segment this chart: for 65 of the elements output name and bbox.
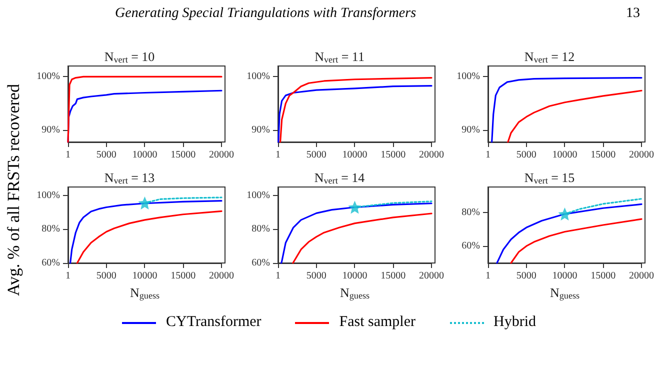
x-tick-label: 15000 [590, 270, 616, 282]
x-tick-label: 20000 [209, 150, 234, 160]
legend-label: CYTransformer [164, 314, 262, 331]
chart-title: Nvert = 11 [314, 48, 364, 64]
chart-title: Nvert = 12 [524, 48, 575, 64]
y-tick-label: 80% [462, 206, 480, 218]
x-tick-label: 1 [486, 270, 490, 282]
y-tick-label: 90% [462, 124, 480, 136]
y-tick-label: 100% [456, 71, 480, 82]
line-series [496, 203, 642, 264]
y-tick-label: 100% [36, 71, 60, 82]
y-axis-title: Avg. % of all FRSTs recovered [4, 84, 24, 296]
legend-label: Hybrid [492, 314, 536, 331]
x-tick-label: 20000 [209, 270, 234, 282]
x-tick-label: 5000 [516, 270, 536, 282]
x-tick-label: 10000 [342, 270, 368, 282]
y-tick-label: 80% [252, 224, 270, 235]
x-tick-label: 5000 [96, 270, 116, 282]
x-axis-title: Nguess [340, 284, 370, 300]
x-tick-label: 20000 [629, 150, 654, 160]
x-tick-label: 1 [276, 150, 280, 160]
x-tick-label: 20000 [629, 270, 654, 282]
x-tick-label: 10000 [342, 150, 368, 160]
x-tick-label: 10000 [132, 270, 158, 282]
x-tick-label: 15000 [170, 270, 196, 282]
legend-label: Fast sampler [338, 314, 416, 331]
line-series [507, 90, 642, 143]
text: Generating Special Triangulations with Transformers [115, 6, 416, 22]
x-tick-label: 10000 [132, 150, 158, 160]
text: 13 [626, 6, 640, 22]
x-tick-label: 1 [486, 150, 490, 160]
x-tick-label: 5000 [96, 150, 116, 160]
y-tick-label: 100% [246, 71, 270, 82]
y-tick-label: 60% [252, 258, 270, 268]
x-tick-label: 1 [276, 270, 280, 282]
chart-title: Nvert = 14 [314, 170, 366, 186]
x-tick-label: 15000 [380, 150, 406, 160]
y-tick-label: 100% [246, 190, 270, 201]
y-tick-label: 100% [36, 190, 60, 201]
x-tick-label: 1 [66, 270, 70, 282]
y-tick-label: 60% [462, 240, 480, 252]
x-tick-label: 5000 [306, 150, 326, 160]
line-series [510, 218, 642, 264]
chart-title: Nvert = 10 [104, 48, 155, 64]
x-tick-label: 10000 [552, 270, 578, 282]
chart-title: Nvert = 15 [524, 170, 575, 186]
line-series [292, 212, 432, 264]
x-tick-label: 5000 [306, 270, 326, 282]
x-tick-label: 1 [66, 150, 70, 160]
line-series [76, 210, 222, 264]
chart-title: Nvert = 13 [104, 170, 155, 186]
y-tick-label: 60% [42, 258, 60, 268]
x-tick-label: 15000 [380, 270, 406, 282]
x-tick-label: 10000 [552, 150, 578, 160]
y-tick-label: 90% [252, 124, 270, 136]
y-tick-label: 90% [42, 124, 60, 136]
x-axis-title: Nguess [130, 284, 160, 300]
x-tick-label: 20000 [419, 270, 444, 282]
x-tick-label: 5000 [516, 150, 536, 160]
line-series [491, 76, 642, 143]
x-axis-title: Nguess [550, 284, 580, 300]
x-tick-label: 15000 [590, 150, 616, 160]
x-tick-label: 20000 [419, 150, 444, 160]
x-tick-label: 15000 [170, 150, 196, 160]
y-tick-label: 80% [42, 224, 60, 235]
